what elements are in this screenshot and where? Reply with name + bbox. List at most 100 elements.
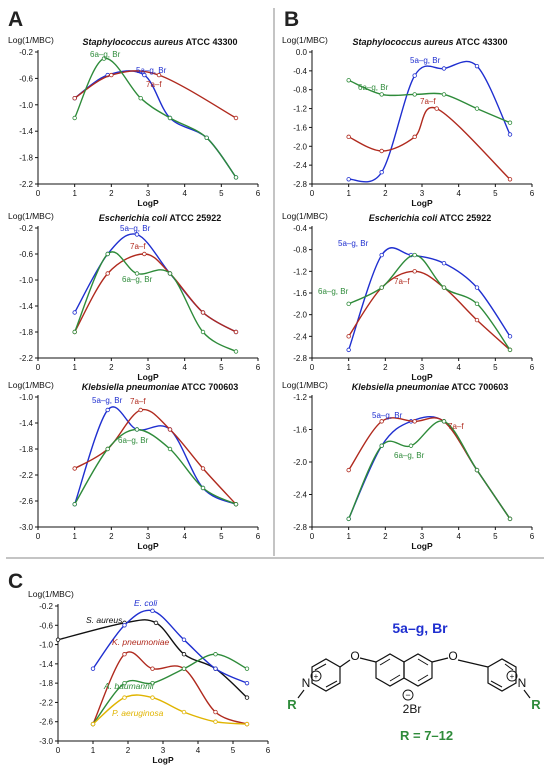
x-axis-label: LogP [411,372,433,382]
y-axis-label: Log(1/MBC) [282,211,328,221]
chart-b2: -0.4 -0.8 -1.2 -1.6 -2.0 -2.4 -2.80 1 2 3 4 5 6 Log(1… [282,211,535,382]
y-tick-label: -1.8 [39,679,53,688]
data-point [72,310,77,315]
chart-a1: -0.2 -0.6 -1.0 -1.4 -1.8 -2.20 1 2 3 4 5 6 Log(1/MBC… [8,35,261,208]
y-axis-label: Log(1/MBC) [282,380,328,390]
x-tick-label: 6 [530,532,535,541]
data-point [142,251,147,257]
series-line [92,651,248,725]
series-label: 5a–g, Br [136,66,167,75]
data-point [90,721,96,727]
data-point [213,719,218,724]
nitrogen-right: N [518,676,527,690]
naphthalene-ring-right [403,653,433,687]
series-label: S. aureus [86,615,123,625]
x-tick-label: 4 [456,532,461,541]
data-point [379,92,384,97]
data-point [244,721,250,727]
data-point [379,285,384,290]
x-tick-label: 3 [146,532,151,541]
r-group-left: R [287,697,297,712]
series-line [92,653,248,725]
x-tick-label: 5 [219,189,224,198]
oxygen-right: O [448,649,457,663]
x-tick-label: 1 [346,363,351,372]
x-axis-label: LogP [137,198,159,208]
series-line [74,57,237,178]
x-tick-label: 4 [182,532,187,541]
y-tick-label: -2.2 [19,471,33,480]
y-tick-label: -1.0 [19,276,33,285]
chart-title: Klebsiella pneumoniae ATCC 700603 [82,382,239,392]
x-tick-label: 5 [493,363,498,372]
data-point [474,317,480,323]
x-axis-label: LogP [137,372,159,382]
y-tick-label: -2.8 [293,180,307,189]
y-tick-label: -1.8 [19,445,33,454]
data-point [181,709,187,715]
data-point [244,695,250,700]
data-point [412,252,417,258]
y-tick-label: -0.2 [19,224,33,233]
x-tick-label: 1 [72,189,77,198]
x-tick-label: 5 [219,532,224,541]
series-label: 6a–g, Br [122,275,153,284]
y-tick-label: -0.4 [293,224,307,233]
data-point [474,467,480,473]
data-point [412,73,417,78]
data-point [156,72,162,78]
series-line [348,270,511,351]
x-tick-label: 4 [456,363,461,372]
data-point [379,419,384,424]
data-point [200,485,206,491]
y-tick-label: -0.8 [293,86,307,95]
series-label: 5a–g, Br [120,224,151,233]
data-point [105,251,110,257]
data-point [150,608,155,614]
y-tick-label: -1.4 [19,302,33,311]
x-tick-label: 4 [182,189,187,198]
data-point [72,502,77,507]
x-tick-label: 5 [493,532,498,541]
data-point [379,170,384,175]
data-point [233,349,239,354]
data-point [434,106,439,111]
series-label: 5a–g, Br [372,411,403,420]
series-line [348,254,511,351]
y-tick-label: -2.2 [19,180,33,189]
data-point [412,419,417,424]
series-label: E. coli [134,598,158,608]
data-point [441,261,447,266]
y-tick-label: -1.2 [293,105,307,114]
data-point [507,347,513,353]
data-point [200,310,206,315]
data-point [204,135,209,140]
series-label: 5a–g, Br [410,56,441,65]
data-point [346,516,351,522]
x-tick-label: 3 [420,363,425,372]
x-tick-label: 1 [72,363,77,372]
data-point [244,666,250,671]
chart-title: Staphylococcus aureus ATCC 43300 [352,37,507,47]
data-point [122,652,127,657]
x-tick-label: 2 [109,363,114,372]
y-tick-label: -1.0 [39,641,53,650]
data-point [441,419,447,424]
y-tick-label: -2.4 [293,161,307,170]
data-point [150,666,155,671]
series-line [348,79,511,124]
data-point [346,467,351,473]
series-label: 7a–f [146,80,162,89]
data-point [167,271,173,276]
y-tick-label: -1.4 [19,127,33,136]
chart-title: Staphylococcus aureus ATCC 43300 [82,37,237,47]
x-tick-label: 0 [310,363,315,372]
data-point [346,301,351,307]
y-tick-label: 0.0 [296,48,308,57]
data-point [200,329,206,335]
data-point [379,148,384,154]
series-label: 7a–f [394,277,410,286]
y-tick-label: -2.0 [293,458,307,467]
data-point [134,271,140,276]
data-point [346,177,351,182]
